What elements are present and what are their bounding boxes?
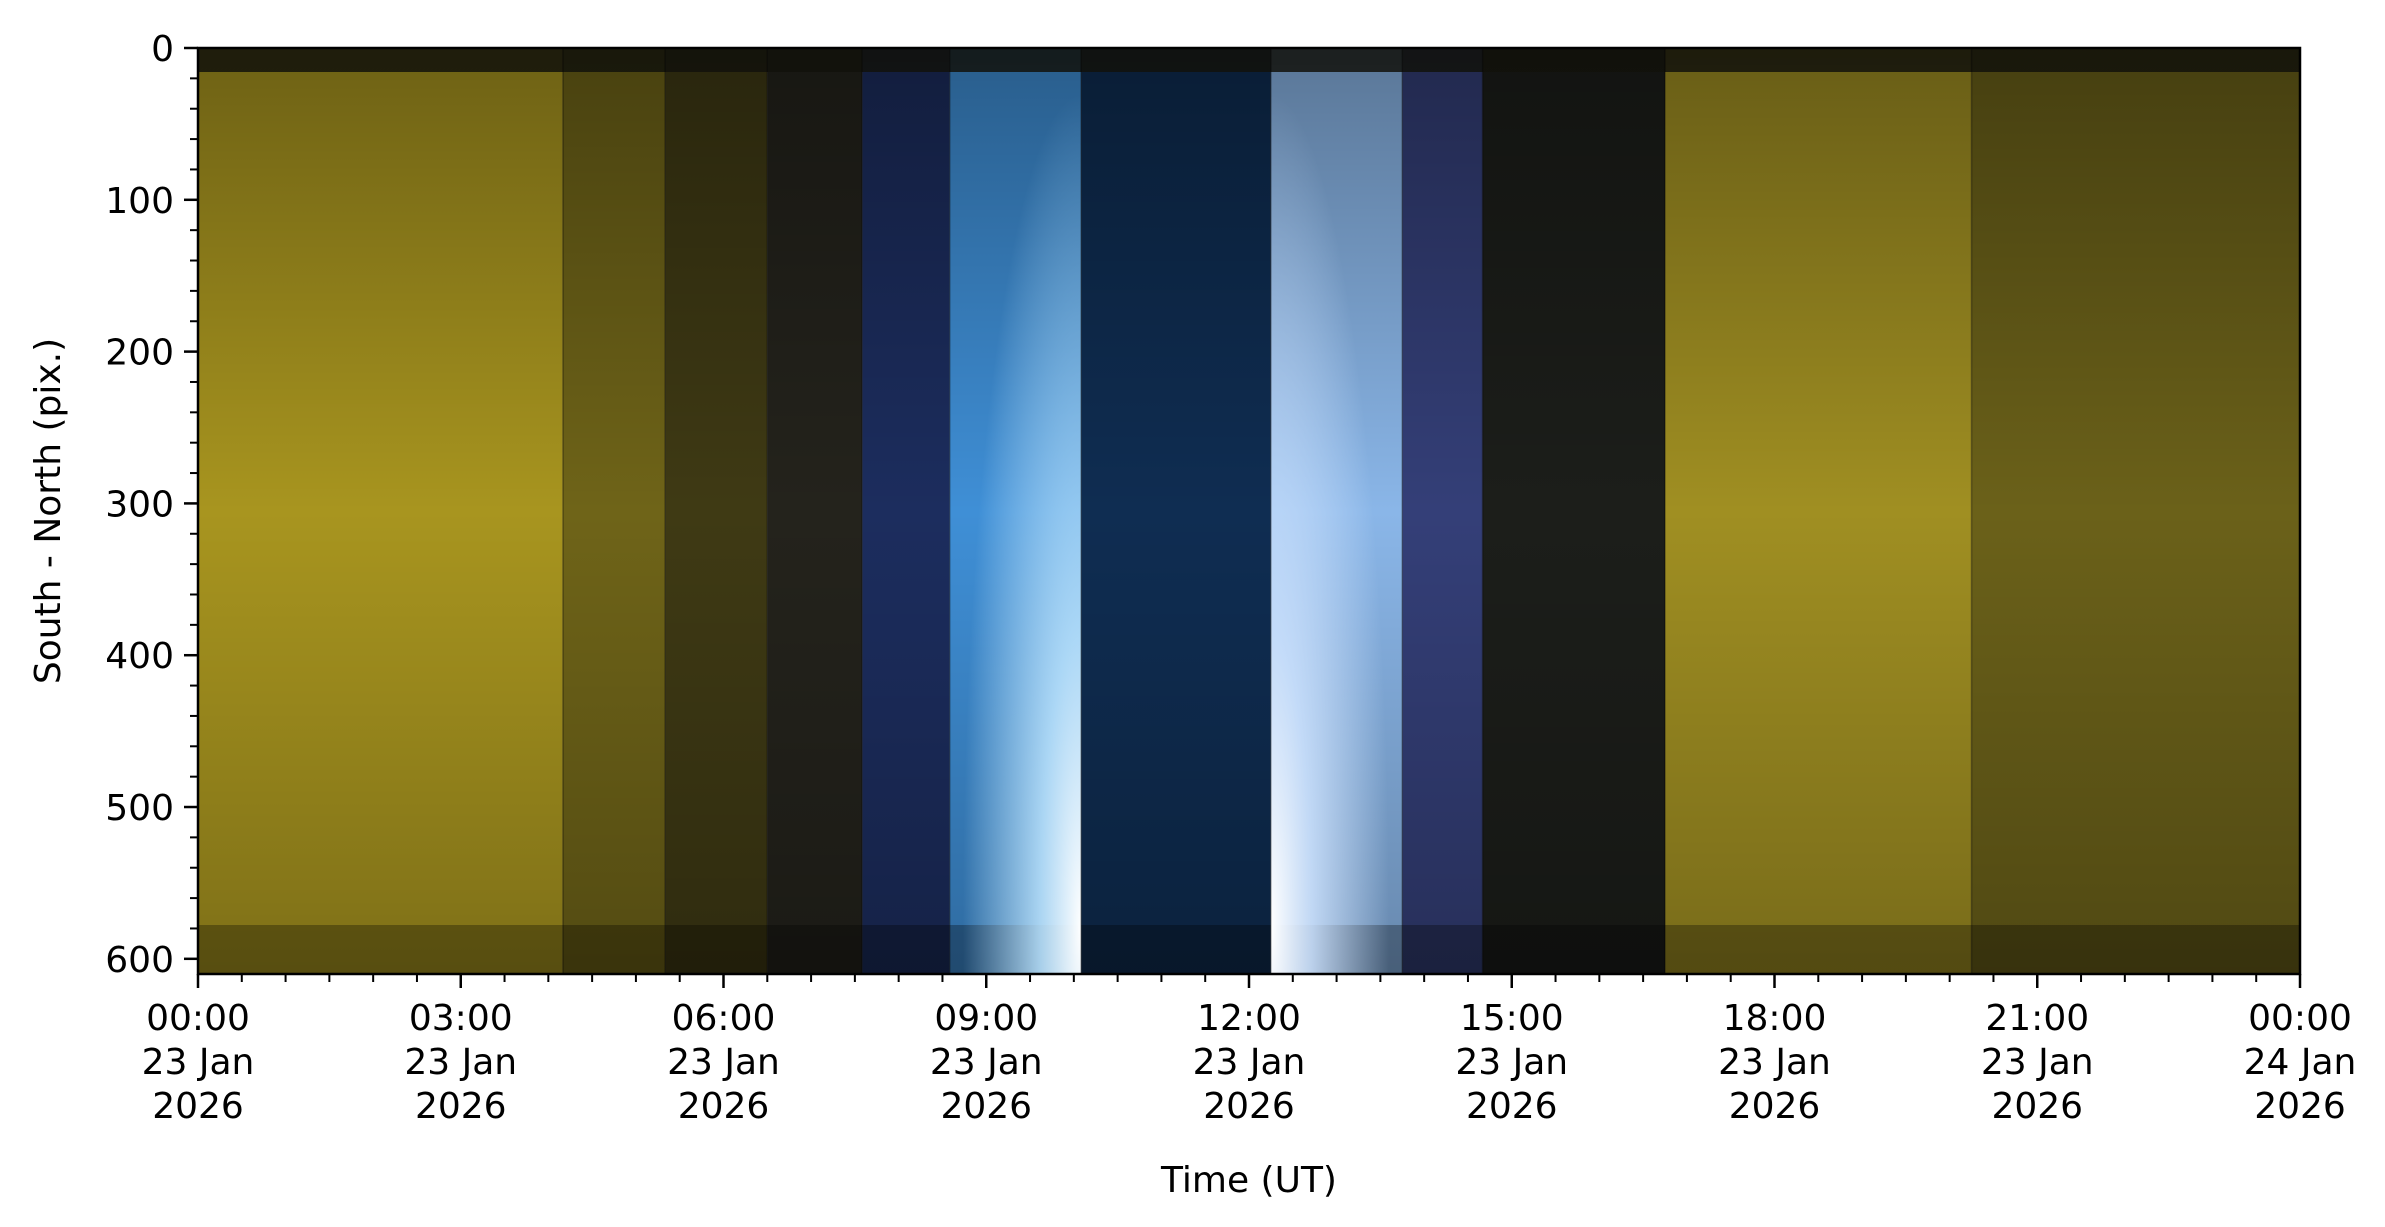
dawn-glow [949, 48, 1082, 974]
y-axis: 0 100 200 300 400 500 600 [105, 29, 198, 981]
x-tick-label: 06:00 [672, 998, 776, 1039]
x-tick-label: 23 Jan [142, 1042, 255, 1083]
x-tick-label: 2026 [1991, 1086, 2083, 1127]
x-tick-label: 24 Jan [2244, 1042, 2357, 1083]
x-tick-label: 21:00 [1985, 998, 2089, 1039]
y-axis-label: South - North (pix.) [28, 338, 69, 684]
x-tick-label: 23 Jan [1981, 1042, 2094, 1083]
x-tick-label: 2026 [940, 1086, 1032, 1127]
x-tick-label: 2026 [152, 1086, 244, 1127]
x-tick-label: 23 Jan [1193, 1042, 1306, 1083]
y-tick-label: 0 [151, 29, 174, 70]
y-tick-label: 300 [105, 484, 174, 525]
x-tick-label: 09:00 [934, 998, 1038, 1039]
plot-area [198, 48, 2300, 974]
x-tick-label: 2026 [678, 1086, 770, 1127]
x-tick-label: 23 Jan [930, 1042, 1043, 1083]
x-tick-label: 23 Jan [404, 1042, 517, 1083]
x-tick-label: 18:00 [1723, 998, 1827, 1039]
y-tick-label: 200 [105, 333, 174, 374]
x-tick-label: 12:00 [1197, 998, 1301, 1039]
x-tick-label: 00:00 [146, 998, 250, 1039]
x-tick-label: 15:00 [1460, 998, 1564, 1039]
x-tick-label: 23 Jan [1718, 1042, 1831, 1083]
x-tick-label: 2026 [415, 1086, 507, 1127]
x-tick-label: 00:00 [2248, 998, 2352, 1039]
x-tick-label: 2026 [1203, 1086, 1295, 1127]
y-tick-label: 500 [105, 788, 174, 829]
x-tick-label: 23 Jan [1455, 1042, 1568, 1083]
x-tick-label: 2026 [1466, 1086, 1558, 1127]
x-tick-label: 2026 [1729, 1086, 1821, 1127]
y-tick-label: 600 [105, 940, 174, 981]
x-tick-label: 23 Jan [667, 1042, 780, 1083]
y-tick-label: 400 [105, 636, 174, 677]
x-axis-label: Time (UT) [1160, 1160, 1337, 1201]
x-tick-label: 2026 [2254, 1086, 2346, 1127]
segment-boundaries [562, 48, 1973, 974]
y-tick-label: 100 [105, 181, 174, 222]
vertical-shade [198, 48, 2300, 974]
x-tick-label: 03:00 [409, 998, 513, 1039]
dusk-glow [1270, 48, 1403, 974]
